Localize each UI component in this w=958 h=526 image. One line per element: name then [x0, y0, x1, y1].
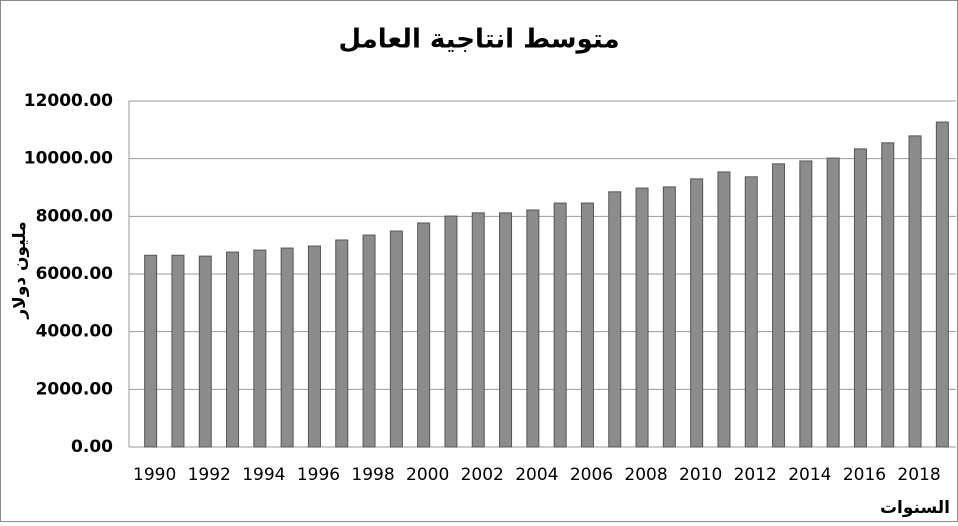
bar	[744, 176, 758, 448]
bar	[307, 245, 321, 448]
x-tick-label: 2016	[843, 465, 886, 485]
x-tick-label: 1990	[133, 465, 176, 485]
bar	[826, 157, 840, 448]
bar	[198, 255, 212, 448]
bar	[881, 142, 895, 448]
bar	[253, 249, 267, 448]
x-tick-label: 2018	[897, 465, 940, 485]
bar	[144, 254, 158, 448]
bar	[226, 251, 240, 448]
y-tick-label: 8000.00	[36, 206, 114, 226]
y-tick-label: 6000.00	[36, 264, 114, 284]
y-tick-label: 12000.00	[24, 91, 113, 111]
x-tick-label: 2012	[734, 465, 777, 485]
bar	[526, 209, 540, 448]
y-tick-label: 10000.00	[24, 149, 113, 169]
bar	[471, 212, 485, 448]
bar	[280, 247, 294, 448]
bar	[499, 212, 513, 448]
x-tick-label: 1996	[297, 465, 340, 485]
y-tick-label: 4000.00	[36, 322, 114, 342]
x-tick-label: 2000	[406, 465, 449, 485]
bar	[772, 163, 786, 448]
bar	[417, 222, 431, 448]
bar	[690, 178, 704, 448]
x-tick-label: 2002	[461, 465, 504, 485]
bar	[335, 239, 349, 448]
bar	[799, 160, 813, 448]
bar	[362, 234, 376, 448]
bar	[171, 254, 185, 448]
bar	[717, 171, 731, 448]
x-tick-label: 2006	[570, 465, 613, 485]
x-tick-label: 1998	[351, 465, 394, 485]
chart-title: متوسط انتاجية العامل	[338, 25, 619, 55]
x-tick-label: 1994	[242, 465, 285, 485]
bar	[853, 148, 867, 448]
x-tick-label: 2014	[788, 465, 831, 485]
bar	[608, 191, 622, 448]
bar	[580, 202, 594, 448]
x-tick-label: 1992	[188, 465, 231, 485]
y-axis-label: مليون دولار	[10, 221, 30, 319]
bar	[635, 187, 649, 448]
x-tick-label: 2004	[515, 465, 558, 485]
x-axis-label: السنوات	[880, 498, 950, 518]
x-tick-label: 2008	[624, 465, 667, 485]
bar	[662, 186, 676, 448]
bar	[444, 215, 458, 448]
y-tick-label: 0.00	[71, 437, 113, 457]
bar	[553, 202, 567, 448]
y-tick-label: 2000.00	[36, 379, 114, 399]
bar	[935, 121, 949, 448]
bar	[389, 230, 403, 448]
bar	[908, 135, 922, 448]
x-tick-label: 2010	[679, 465, 722, 485]
